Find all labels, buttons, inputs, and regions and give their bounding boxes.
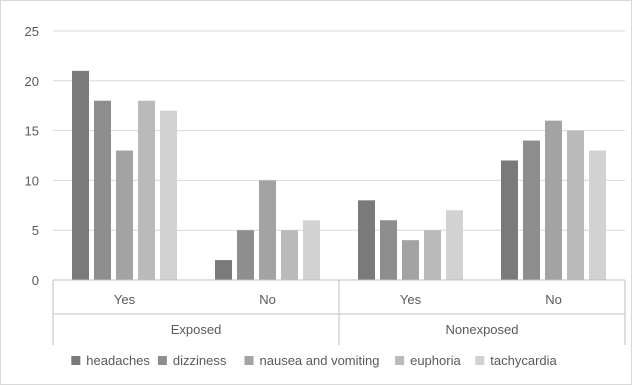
legend-swatch (395, 356, 405, 365)
legend-label: nausea and vomiting (260, 353, 380, 368)
legend-swatch (157, 356, 167, 365)
bar-euphoria (567, 130, 584, 280)
legend-label: dizziness (173, 353, 227, 368)
y-tick-label: 5 (32, 223, 39, 238)
bar-headaches (358, 200, 375, 280)
bar-tachycardia (446, 210, 463, 280)
bar-nausea-and-vomiting (545, 120, 562, 280)
x-category-label: No (259, 292, 276, 307)
y-tick-label: 0 (32, 273, 39, 288)
bar-euphoria (424, 230, 441, 280)
x-group-label: Nonexposed (446, 322, 519, 337)
y-tick-label: 25 (25, 24, 39, 39)
legend-label: tachycardia (490, 353, 557, 368)
bars (72, 70, 606, 281)
bar-headaches (215, 260, 232, 280)
bar-dizziness (380, 220, 397, 280)
bar-headaches (501, 160, 518, 280)
legend-label: headaches (86, 353, 150, 368)
bar-tachycardia (160, 110, 177, 281)
legend-swatch (244, 356, 254, 365)
bar-nausea-and-vomiting (116, 150, 133, 280)
x-category-label: Yes (400, 292, 422, 307)
y-axis-ticks: 0 5 10 15 20 25 (25, 24, 39, 288)
legend-label: euphoria (410, 353, 461, 368)
bar-euphoria (138, 100, 155, 280)
bar-tachycardia (303, 220, 320, 280)
y-tick-label: 15 (25, 124, 39, 139)
bar-dizziness (237, 230, 254, 280)
bar-nausea-and-vomiting (259, 180, 276, 280)
bar-euphoria (281, 230, 298, 280)
bar-tachycardia (589, 150, 606, 280)
bar-dizziness (94, 100, 111, 280)
x-axis: Yes No Exposed Yes No Nonexposed (52, 279, 626, 345)
bar-dizziness (523, 140, 540, 280)
legend-swatch (71, 356, 81, 365)
legend: headaches dizziness nausea and vomiting eup… (71, 353, 558, 368)
bar-headaches (72, 70, 89, 280)
legend-swatch (475, 356, 485, 365)
x-category-label: Yes (114, 292, 136, 307)
x-category-label: No (545, 292, 562, 307)
x-group-label: Exposed (171, 322, 222, 337)
bar-nausea-and-vomiting (402, 240, 419, 280)
y-tick-label: 10 (25, 173, 39, 188)
y-tick-label: 20 (25, 74, 39, 89)
